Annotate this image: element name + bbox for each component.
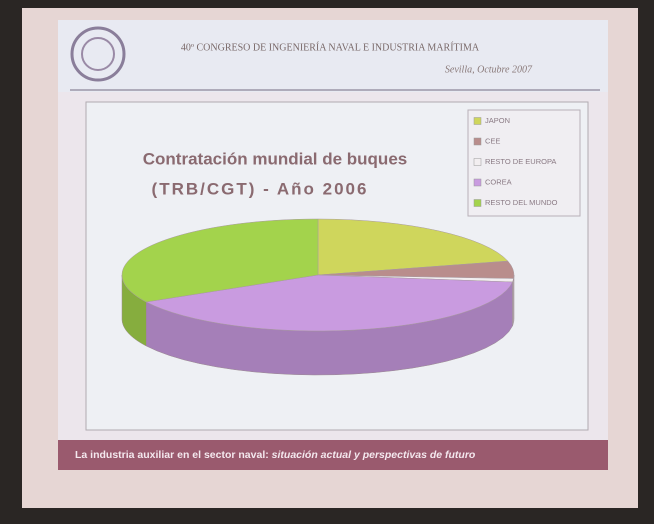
pie [122,219,514,375]
footer-lead: La industria auxiliar en el sector naval… [75,449,269,461]
legend-swatch [474,159,481,166]
legend-label: RESTO DE EUROPA [485,157,556,166]
legend-swatch [474,118,481,125]
legend-swatch [474,179,481,186]
legend-swatch [474,138,481,145]
place-date: Sevilla, Octubre 2007 [445,64,533,75]
screen-photo: 40º CONGRESO DE INGENIERÍA NAVAL E INDUS… [0,0,654,519]
legend-label: RESTO DEL MUNDO [485,198,558,207]
congress-title: 40º CONGRESO DE INGENIERÍA NAVAL E INDUS… [181,41,480,53]
legend-swatch [474,200,481,207]
legend-label: COREA [485,177,512,186]
legend-label: JAPON [485,116,510,125]
legend-label: CEE [485,136,500,145]
slide-header [58,20,608,92]
footer-text: La industria auxiliar en el sector naval… [75,449,476,461]
footer-rest: situación actual y perspectivas de futur… [272,449,476,461]
chart-title: (TRB/CGT) - Año 2006 [152,179,369,198]
chart-title: Contratación mundial de buques [143,149,407,168]
